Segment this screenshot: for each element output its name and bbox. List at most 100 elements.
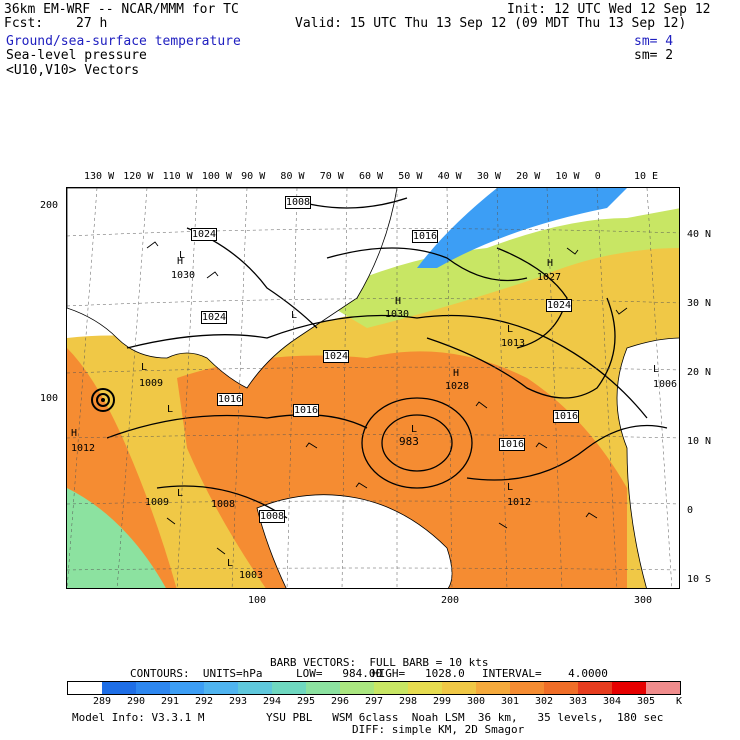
valid-time: Valid: 15 UTC Thu 13 Sep 12 (09 MDT Thu … — [295, 16, 687, 31]
contour-high: HIGH= 1028.0 — [372, 667, 465, 680]
pressure-box: 1008 — [259, 510, 286, 523]
pressure-value: 1012 — [71, 443, 96, 454]
high-marker: H — [71, 428, 78, 439]
pressure-value: 1009 — [145, 497, 170, 508]
colorbar-tick: 293 — [229, 696, 248, 707]
colorbar-swatch — [340, 682, 374, 694]
longitude-label: 50 W — [398, 171, 423, 182]
contour-interval: INTERVAL= 4.0000 — [482, 667, 608, 680]
pressure-value: 1027 — [537, 272, 562, 283]
south-america-land — [256, 494, 453, 588]
low-marker: L — [141, 362, 148, 373]
model-info: Model Info: V3.3.1 M — [72, 711, 205, 724]
colorbar-tick: 297 — [365, 696, 384, 707]
pressure-value: 1030 — [385, 309, 410, 320]
tropical-cyclone-icon — [91, 388, 115, 412]
low-marker: L — [507, 324, 514, 335]
init-time: Init: 12 UTC Wed 12 Sep 12 — [507, 2, 711, 17]
longitude-label: 70 W — [319, 171, 344, 182]
colorbar-tick: 290 — [127, 696, 146, 707]
pressure-value: 1012 — [507, 497, 532, 508]
pressure-box: 1024 — [323, 350, 350, 363]
colorbar-swatch — [136, 682, 170, 694]
high-marker: H — [177, 256, 184, 267]
sst-colorbar — [67, 681, 681, 695]
low-marker: L — [177, 488, 184, 499]
longitude-label: 40 W — [437, 171, 462, 182]
pressure-box: 1024 — [201, 311, 228, 324]
grid-x-label-100: 100 — [248, 595, 267, 606]
pressure-value: 1028 — [445, 381, 470, 392]
longitude-label: 120 W — [123, 171, 154, 182]
pressure-box: 1024 — [546, 299, 573, 312]
low-marker: L — [167, 404, 174, 415]
colorbar-tick: 305 — [637, 696, 656, 707]
colorbar-tick: 299 — [433, 696, 452, 707]
field-vectors-label: <U10,V10> Vectors — [6, 63, 140, 78]
field-slp-label: Sea-level pressure — [6, 48, 147, 63]
longitude-label: 90 W — [241, 171, 266, 182]
colorbar-tick: 295 — [297, 696, 316, 707]
wind-barbs — [146, 241, 628, 555]
model-title: 36km EM-WRF -- NCAR/MMM for TC — [4, 2, 239, 17]
colorbar-tick: 301 — [501, 696, 520, 707]
pressure-box: 1024 — [191, 228, 218, 241]
longitude-label: 110 W — [162, 171, 193, 182]
colorbar-swatch — [306, 682, 340, 694]
pressure-box: 1016 — [553, 410, 580, 423]
pressure-value: 1030 — [171, 270, 196, 281]
colorbar-tick: 294 — [263, 696, 282, 707]
grid-x-label-300: 300 — [634, 595, 653, 606]
latitude-label: 30 N — [687, 298, 712, 309]
colorbar-swatch — [170, 682, 204, 694]
colorbar-tick: 291 — [161, 696, 180, 707]
low-center-value: 983 — [399, 435, 419, 448]
colorbar-tick: 296 — [331, 696, 350, 707]
low-marker: L — [411, 424, 418, 435]
longitude-label: 0 — [594, 171, 601, 182]
model-diffusion: DIFF: simple KM, 2D Smagor — [352, 723, 525, 736]
latitude-label: 40 N — [687, 229, 712, 240]
longitude-label: 100 W — [201, 171, 232, 182]
contours-units: CONTOURS: UNITS=hPa — [130, 667, 263, 680]
low-marker: L — [653, 364, 660, 375]
colorbar-tick: 304 — [603, 696, 622, 707]
grid-y-label-100: 100 — [40, 393, 59, 404]
longitude-label: 130 W — [84, 171, 115, 182]
longitude-label: 20 W — [516, 171, 541, 182]
lat-lon-grid — [67, 188, 679, 588]
sst-cold-north — [417, 188, 627, 268]
field-sst-smoothing: sm= 4 — [634, 34, 674, 49]
sst-pacific-cool — [67, 488, 166, 588]
longitude-label: 10 W — [555, 171, 580, 182]
longitude-label: 10 E — [634, 171, 659, 182]
colorbar-swatch — [476, 682, 510, 694]
pressure-box: 1016 — [412, 230, 439, 243]
colorbar-swatch — [238, 682, 272, 694]
low-marker: L — [179, 250, 186, 261]
colorbar-swatch — [68, 682, 102, 694]
field-sst-label: Ground/sea-surface temperature — [6, 34, 241, 49]
colorbar-tick: 303 — [569, 696, 588, 707]
longitude-label: 60 W — [359, 171, 384, 182]
latitude-label: 10 S — [687, 574, 712, 585]
colorbar-tick: 289 — [93, 696, 112, 707]
latitude-label: 0 — [687, 505, 694, 516]
colorbar-swatch — [408, 682, 442, 694]
map-canvas — [67, 188, 679, 588]
latitude-label: 20 N — [687, 367, 712, 378]
field-slp-smoothing: sm= 2 — [634, 48, 674, 63]
pressure-box: 1016 — [217, 393, 244, 406]
longitude-label: 30 W — [476, 171, 501, 182]
pressure-box: 1008 — [285, 196, 312, 209]
colorbar-swatch — [612, 682, 646, 694]
colorbar-swatch — [102, 682, 136, 694]
pressure-value: 1008 — [211, 499, 236, 510]
colorbar-swatch — [272, 682, 306, 694]
high-marker: H — [547, 258, 554, 269]
pressure-value: 1003 — [239, 570, 264, 581]
colorbar-swatch — [544, 682, 578, 694]
pressure-box: 1016 — [293, 404, 320, 417]
forecast-hour: 27 h — [76, 16, 108, 31]
high-marker: H — [453, 368, 460, 379]
